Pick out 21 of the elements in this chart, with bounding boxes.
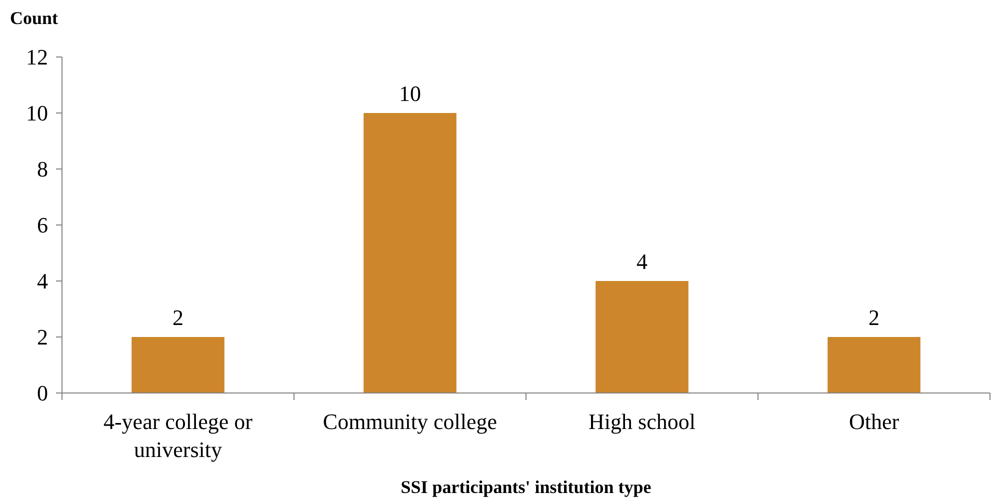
data-label: 10 <box>399 81 421 106</box>
bar <box>132 337 224 393</box>
y-tick-label: 4 <box>37 268 48 294</box>
x-tick-label: Community college <box>322 409 498 434</box>
bar <box>828 337 920 393</box>
y-tick-label: 10 <box>26 100 48 126</box>
x-axis-title: SSI participants' institution type <box>400 477 652 497</box>
bar <box>596 281 688 393</box>
data-label: 2 <box>172 305 184 330</box>
y-tick-label: 0 <box>37 380 48 406</box>
data-label: 2 <box>868 305 880 330</box>
y-tick-label: 2 <box>37 324 48 350</box>
y-tick-label: 8 <box>37 156 48 182</box>
x-tick-label: 4-year college or university <box>103 409 254 462</box>
bar <box>364 113 456 393</box>
y-tick-label: 12 <box>26 44 48 70</box>
x-tick-label: Other <box>848 409 900 434</box>
y-axis-title: Count <box>10 8 58 28</box>
y-tick-label: 6 <box>37 212 48 238</box>
x-tick-label: High school <box>588 409 696 434</box>
data-label: 4 <box>636 249 648 274</box>
